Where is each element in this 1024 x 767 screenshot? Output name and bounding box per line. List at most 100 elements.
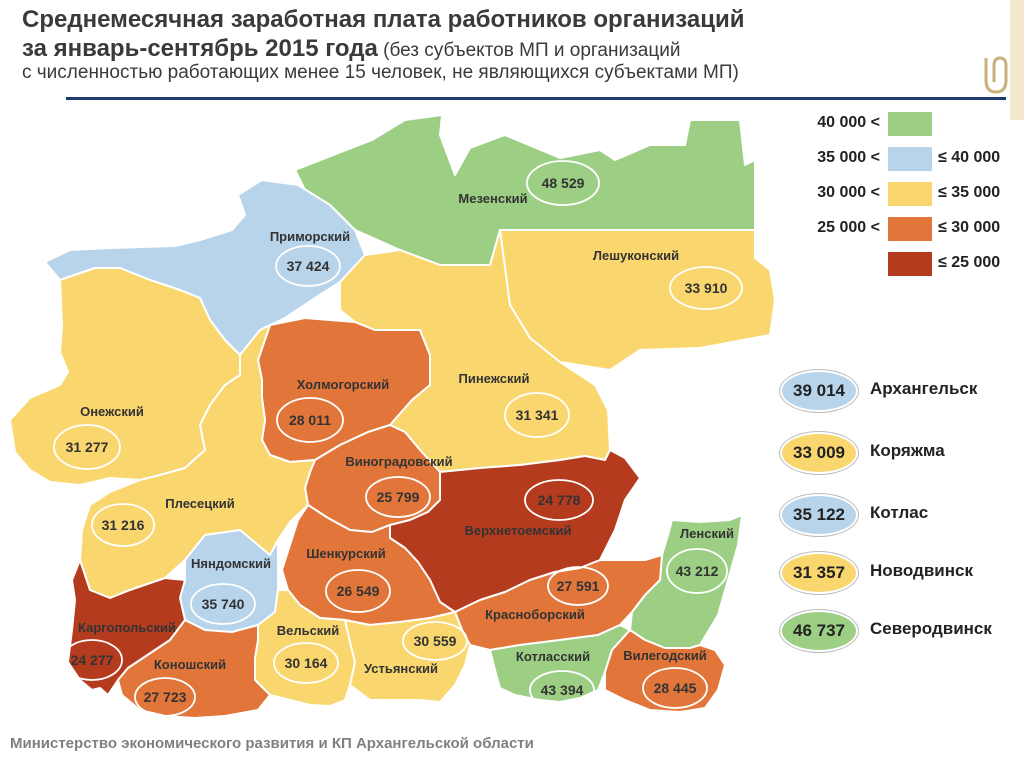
region-value-oval xyxy=(325,569,391,613)
region-value: 35 740 xyxy=(202,596,245,612)
city-value-badge: 33 009 xyxy=(780,432,858,474)
region-name: Приморский xyxy=(270,229,350,244)
region-name: Верхнетоемский xyxy=(465,523,572,538)
region-value: 33 910 xyxy=(685,280,728,296)
region-name: Красноборский xyxy=(485,607,585,622)
region-name: Вельский xyxy=(277,623,340,638)
region-value: 30 559 xyxy=(414,633,457,649)
region-ustyansky xyxy=(344,611,471,703)
region-name: Устьянский xyxy=(364,661,438,676)
region-map: Мезенский 48 529 Приморский 37 424 Лешуконск… xyxy=(9,114,776,719)
region-name: Виноградовский xyxy=(345,454,452,469)
region-value-oval xyxy=(547,566,609,606)
region-value: 28 011 xyxy=(289,412,331,428)
region-value-oval xyxy=(666,548,728,594)
region-value-oval xyxy=(669,266,743,310)
region-value-oval xyxy=(275,245,341,287)
region-kotlassky xyxy=(489,624,631,703)
legend-swatch xyxy=(888,182,932,206)
header-divider xyxy=(66,97,1006,100)
region-value: 31 341 xyxy=(516,407,559,423)
city-value-badge: 46 737 xyxy=(780,610,858,652)
title-period: за январь-сентябрь 2015 года xyxy=(22,35,378,62)
region-name: Котласский xyxy=(516,649,590,664)
region-value-oval xyxy=(134,677,196,717)
region-value-oval xyxy=(273,642,339,684)
region-value: 30 164 xyxy=(285,655,328,671)
region-value-oval xyxy=(61,639,123,681)
title-note-line3: с численностью работающих менее 15 челов… xyxy=(22,62,739,83)
header: Среднемесячная заработная плата работник… xyxy=(0,0,1024,120)
legend-lower-bound: 30 000 < xyxy=(817,184,880,201)
legend-lower-bound: 25 000 < xyxy=(817,219,880,236)
region-value: 28 445 xyxy=(654,680,697,696)
region-name: Онежский xyxy=(80,404,144,419)
legend-swatch xyxy=(888,112,932,136)
legend-row: 40 000 < xyxy=(800,112,1020,138)
legend-swatch xyxy=(888,147,932,171)
region-value: 43 394 xyxy=(541,682,584,698)
region-name: Вилегодский xyxy=(623,648,707,663)
city-item: 31 357 Новодвинск xyxy=(776,550,1024,594)
region-value-oval xyxy=(642,667,708,709)
city-name: Коряжма xyxy=(870,441,945,460)
region-name: Лешуконский xyxy=(593,248,679,263)
region-name: Холмогорский xyxy=(297,377,390,392)
region-name: Няндомский xyxy=(191,556,271,571)
title-note: (без субъектов МП и организаций xyxy=(377,40,681,61)
paperclip-icon xyxy=(984,0,1024,120)
city-name: Северодвинск xyxy=(870,619,992,638)
city-item: 39 014 Архангельск xyxy=(776,368,1024,412)
city-value-badge: 39 014 xyxy=(780,370,858,412)
region-value: 24 277 xyxy=(71,652,114,668)
region-value-oval xyxy=(529,670,595,710)
region-name: Пинежский xyxy=(458,371,529,386)
region-name: Ленский xyxy=(680,526,734,541)
region-value-oval xyxy=(276,397,344,443)
region-name: Плесецкий xyxy=(165,496,234,511)
city-item: 33 009 Коряжма xyxy=(776,430,1024,474)
city-name: Архангельск xyxy=(870,379,978,398)
region-konoshsky xyxy=(117,619,271,719)
city-item: 46 737 Северодвинск xyxy=(776,608,1024,652)
region-value-oval xyxy=(365,476,431,518)
legend-row: 25 000 < ≤ 30 000 xyxy=(800,217,1020,243)
region-value: 25 799 xyxy=(377,489,420,505)
region-value: 31 216 xyxy=(102,517,145,533)
region-value: 31 277 xyxy=(66,439,109,455)
city-value-badge: 35 122 xyxy=(780,494,858,536)
region-value-oval xyxy=(504,392,570,438)
city-name: Котлас xyxy=(870,503,929,522)
region-name: Каргопольский xyxy=(78,620,176,635)
city-list: 39 014 Архангельск 33 009 Коряжма 35 122 Котл… xyxy=(776,368,1024,658)
legend-swatch xyxy=(888,252,932,276)
region-vilegodsky xyxy=(604,629,726,713)
legend-upper-bound: ≤ 40 000 xyxy=(938,149,1001,166)
footer-source: Министерство экономического развития и К… xyxy=(10,735,534,752)
page-title: Среднемесячная заработная плата работник… xyxy=(22,6,745,33)
region-value-oval xyxy=(190,583,256,625)
region-value: 48 529 xyxy=(542,175,585,191)
legend-lower-bound: 40 000 < xyxy=(817,114,880,131)
legend-row: 30 000 < ≤ 35 000 xyxy=(800,182,1020,208)
city-name: Новодвинск xyxy=(870,561,973,580)
region-value-oval xyxy=(526,160,600,206)
city-item: 35 122 Котлас xyxy=(776,492,1024,536)
city-value-badge: 31 357 xyxy=(780,552,858,594)
legend-swatch xyxy=(888,217,932,241)
region-value: 26 549 xyxy=(337,583,380,599)
region-value: 43 212 xyxy=(676,563,719,579)
region-value-oval xyxy=(53,424,121,470)
page-title-line2: за январь-сентябрь 2015 года (без субъек… xyxy=(22,35,680,63)
legend-upper-bound: ≤ 30 000 xyxy=(938,219,1001,236)
region-value-oval xyxy=(91,503,155,547)
region-value-oval xyxy=(402,621,468,661)
region-value: 24 778 xyxy=(538,492,581,508)
legend: 40 000 < 35 000 < ≤ 40 000 30 000 < ≤ 35 000… xyxy=(800,112,1020,282)
region-value: 27 723 xyxy=(144,689,187,705)
region-name: Мезенский xyxy=(458,191,527,206)
legend-lower-bound: 35 000 < xyxy=(817,149,880,166)
region-value: 27 591 xyxy=(557,578,600,594)
legend-upper-bound: ≤ 25 000 xyxy=(938,254,1001,271)
region-value: 37 424 xyxy=(287,258,330,274)
